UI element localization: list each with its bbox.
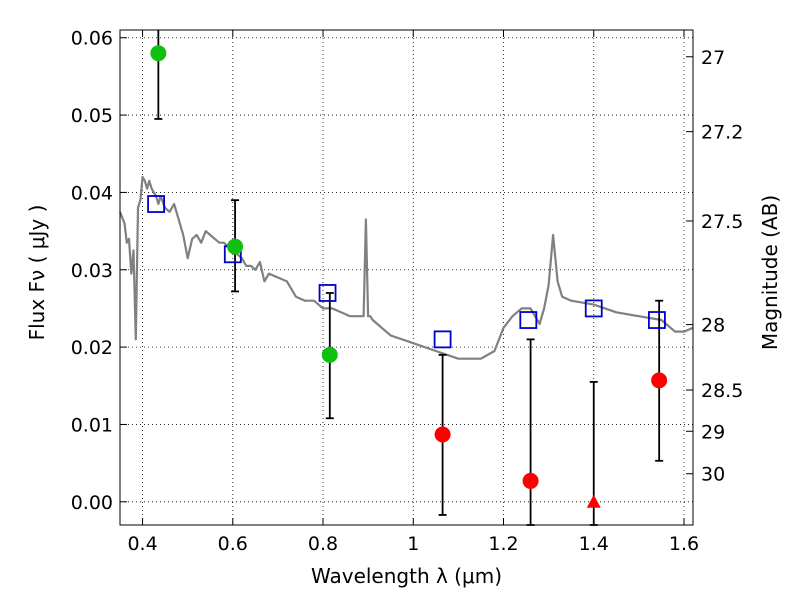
model-phot-square <box>584 299 603 318</box>
y-tick-label: 0.04 <box>71 182 113 204</box>
right-tick-label: 27.5 <box>701 211 743 233</box>
x-axis-title: Wavelength λ (μm) <box>311 564 502 588</box>
right-axis-title: Magnitude (AB) <box>758 195 782 350</box>
x-tick-label: 1.2 <box>488 533 518 555</box>
right-tick-label: 28 <box>701 315 725 337</box>
y-tick-label: 0.03 <box>71 260 113 282</box>
right-tick-label: 27.2 <box>701 122 743 144</box>
tick-layer: 0.4 0.6 0.8 1 1.2 1.4 1.6 0.00 0.01 0.02 0.03 0.04 0… <box>71 28 744 555</box>
low-signal-point <box>434 426 451 443</box>
x-tick-label: 1.6 <box>669 533 699 555</box>
grid-lines <box>120 30 693 525</box>
detection-point <box>227 238 244 255</box>
low-signal-point <box>651 372 668 389</box>
detection-point <box>321 346 338 363</box>
detection-point <box>150 45 167 62</box>
low-signal-point <box>522 472 539 489</box>
right-tick-label: 30 <box>701 464 725 486</box>
y-tick-label: 0.00 <box>71 492 113 514</box>
model-phot-square <box>433 330 452 349</box>
y-tick-label: 0.06 <box>71 28 113 50</box>
errorbar-layer <box>154 30 664 526</box>
y-tick-label: 0.05 <box>71 105 113 127</box>
model-phot-square <box>318 284 337 302</box>
x-tick-label: 0.4 <box>127 533 157 555</box>
y-axis-title: Flux Fν ( μJy ) <box>25 205 49 341</box>
y-tick-label: 0.01 <box>71 414 113 436</box>
y-tick-label: 0.02 <box>71 337 113 359</box>
x-tick-label: 0.8 <box>308 533 338 555</box>
x-tick-label: 1.4 <box>579 533 609 555</box>
right-tick-label: 27 <box>701 47 725 69</box>
plot-frame <box>119 29 694 526</box>
marker-layer <box>147 45 668 508</box>
upper-limit-triangle <box>586 494 601 508</box>
model-phot-square <box>648 311 666 329</box>
model-sed-layer <box>118 175 694 360</box>
x-tick-label: 0.6 <box>218 533 248 555</box>
model-phot-square <box>519 311 538 329</box>
model-sed-line <box>118 175 694 360</box>
right-tick-label: 28.5 <box>701 380 743 402</box>
model-phot-square <box>147 195 165 213</box>
x-tick-label: 1 <box>407 533 419 555</box>
right-tick-label: 29 <box>701 421 725 443</box>
